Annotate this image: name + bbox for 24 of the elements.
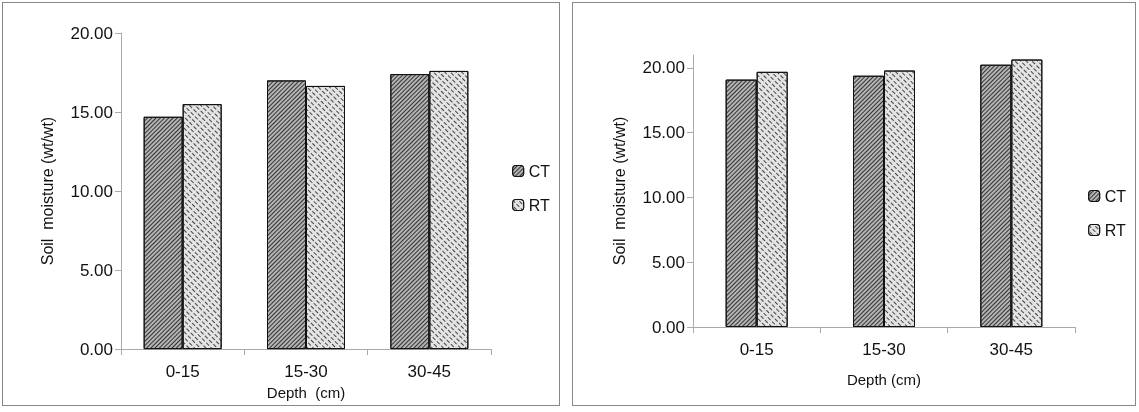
x-tick-label: 0-15 xyxy=(739,340,774,359)
y-tick-label: 20.00 xyxy=(642,58,685,78)
y-axis-title: Soil moisture (wt/wt) xyxy=(610,116,628,266)
x-axis-title: Depth (cm) xyxy=(846,371,922,388)
y-tick-label: 0.00 xyxy=(651,317,685,337)
x-tick-label: 0-15 xyxy=(165,362,200,382)
legend-label: RT xyxy=(528,196,550,214)
x-tick-label: 15-30 xyxy=(862,340,906,359)
y-axis-title: Soil moisture (wt/wt) xyxy=(38,116,56,266)
y-tick-label: 5.00 xyxy=(651,252,685,272)
x-tick-label: 15-30 xyxy=(284,362,328,382)
y-tick-label: 5.00 xyxy=(79,260,113,280)
x-tick-label: 30-45 xyxy=(989,340,1034,359)
x-axis-title: Depth (cm) xyxy=(266,384,346,401)
y-tick-label: 20.00 xyxy=(70,23,113,43)
y-tick-label: 0.00 xyxy=(79,339,113,359)
legend-label: RT xyxy=(1104,221,1126,239)
y-tick-label: 15.00 xyxy=(642,123,685,143)
y-tick-label: 15.00 xyxy=(70,102,113,122)
x-tick-label: 30-45 xyxy=(407,362,452,382)
y-tick-label: 10.00 xyxy=(70,181,113,201)
legend-label: CT xyxy=(1104,187,1127,205)
y-tick-label: 10.00 xyxy=(642,187,685,207)
legend-label: CT xyxy=(528,162,551,180)
